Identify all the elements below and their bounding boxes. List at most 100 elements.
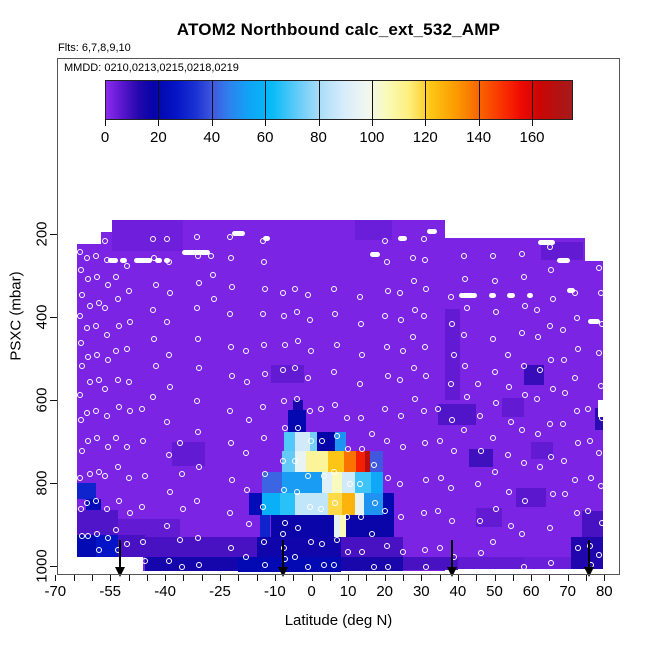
data-point-marker: [138, 503, 145, 510]
data-point-marker: [259, 503, 266, 510]
x-axis-tick-label: -25: [209, 583, 231, 600]
colorbar-divider: [532, 80, 533, 120]
colorbar-tick-label: 100: [359, 129, 385, 146]
data-point-marker: [597, 383, 604, 390]
data-point-marker: [382, 238, 389, 245]
data-point-marker: [243, 348, 250, 355]
heatmap-cell: [117, 518, 180, 537]
data-point-marker: [449, 416, 456, 423]
x-axis-tick-label: 60: [522, 583, 540, 600]
flights-note: Flts: 6,7,8,9,10: [58, 42, 131, 54]
x-axis-tick: [165, 575, 167, 581]
data-point-marker: [95, 547, 102, 554]
data-point-marker: [262, 371, 269, 378]
data-point-marker: [141, 557, 148, 564]
colorbar-tick-label: 40: [203, 129, 221, 146]
data-point-marker: [102, 238, 109, 245]
data-point-marker: [76, 313, 83, 319]
data-point-marker: [359, 445, 366, 452]
data-point-marker: [343, 514, 350, 521]
data-point-marker: [420, 236, 427, 243]
data-point-marker: [596, 265, 603, 272]
heatmap-cell: [437, 404, 477, 425]
data-point-marker: [398, 317, 405, 324]
x-axis-tick: [457, 575, 459, 581]
data-point-marker: [438, 474, 444, 481]
data-point-marker: [382, 508, 389, 515]
data-point-marker: [126, 319, 133, 326]
y-axis-tick-label: 800: [33, 470, 51, 496]
heatmap-cell: [340, 536, 403, 557]
data-point-marker: [149, 236, 156, 243]
data-point-marker: [562, 491, 569, 498]
data-point-marker: [196, 279, 203, 286]
data-point-marker: [423, 285, 430, 292]
y-axis-tick: [50, 317, 57, 318]
data-point-marker: [164, 319, 171, 326]
colorbar-tick: [478, 120, 480, 126]
data-point-marker: [450, 553, 457, 560]
data-point-marker: [79, 362, 86, 369]
data-point-marker: [113, 273, 120, 280]
heatmap-cell: [531, 441, 554, 459]
heatmap-cell: [340, 514, 346, 537]
data-point-marker: [76, 248, 83, 255]
data-point-marker: [126, 408, 133, 415]
data-point-marker: [195, 429, 202, 436]
heatmap-cell: [403, 556, 458, 571]
data-point-marker: [293, 395, 300, 402]
data-point-marker: [259, 238, 266, 245]
data-point-marker: [343, 414, 350, 421]
data-point-marker: [519, 250, 526, 257]
x-axis-tick-label: 10: [339, 583, 357, 600]
data-point-marker: [357, 414, 364, 421]
data-point-marker: [421, 344, 428, 351]
data-point-marker: [113, 348, 120, 355]
heatmap-cell: [260, 514, 271, 537]
data-point-marker: [165, 557, 172, 564]
x-axis-tick: [384, 575, 386, 581]
data-point-marker: [104, 535, 111, 542]
flight-level-track: [426, 229, 438, 234]
heatmap-cell: [334, 514, 341, 537]
data-point-marker: [573, 408, 580, 415]
data-point-marker: [491, 277, 498, 284]
data-point-marker: [227, 439, 234, 446]
data-point-marker: [478, 447, 485, 454]
data-point-marker: [561, 458, 568, 465]
data-point-marker: [140, 437, 147, 444]
data-point-marker: [138, 406, 145, 413]
data-point-marker: [383, 344, 390, 351]
data-point-marker: [85, 437, 92, 444]
x-axis-tick-label: -55: [99, 583, 122, 600]
data-point-marker: [243, 553, 250, 560]
x-axis-tick: [110, 575, 112, 581]
heatmap-cell: [249, 492, 263, 516]
y-axis-tick-label: 600: [33, 387, 51, 413]
data-point-marker: [177, 537, 184, 544]
legend-note: MMDD: 0210,0213,0215,0218,0219: [64, 62, 239, 74]
heatmap-cell: [382, 492, 394, 516]
data-point-marker: [548, 454, 555, 461]
data-point-marker: [167, 383, 174, 390]
colorbar-divider: [211, 80, 213, 120]
data-point-marker: [460, 427, 467, 434]
data-point-marker: [94, 435, 101, 442]
data-point-marker: [149, 393, 156, 400]
data-point-marker: [534, 306, 541, 313]
data-point-marker: [383, 259, 390, 266]
data-point-marker: [114, 377, 121, 384]
heatmap-cell: [344, 451, 357, 474]
data-point-marker: [491, 468, 498, 475]
heatmap-cell: [341, 492, 355, 516]
colorbar-divider: [158, 80, 160, 120]
colorbar-tick: [265, 120, 267, 126]
x-axis-tick: [476, 575, 478, 581]
data-point-marker: [94, 352, 101, 359]
x-axis-tick: [403, 575, 404, 581]
data-point-marker: [79, 447, 86, 454]
data-point-marker: [597, 290, 604, 297]
x-axis-tick: [567, 575, 569, 581]
data-point-marker: [357, 321, 364, 328]
data-point-marker: [384, 564, 391, 571]
